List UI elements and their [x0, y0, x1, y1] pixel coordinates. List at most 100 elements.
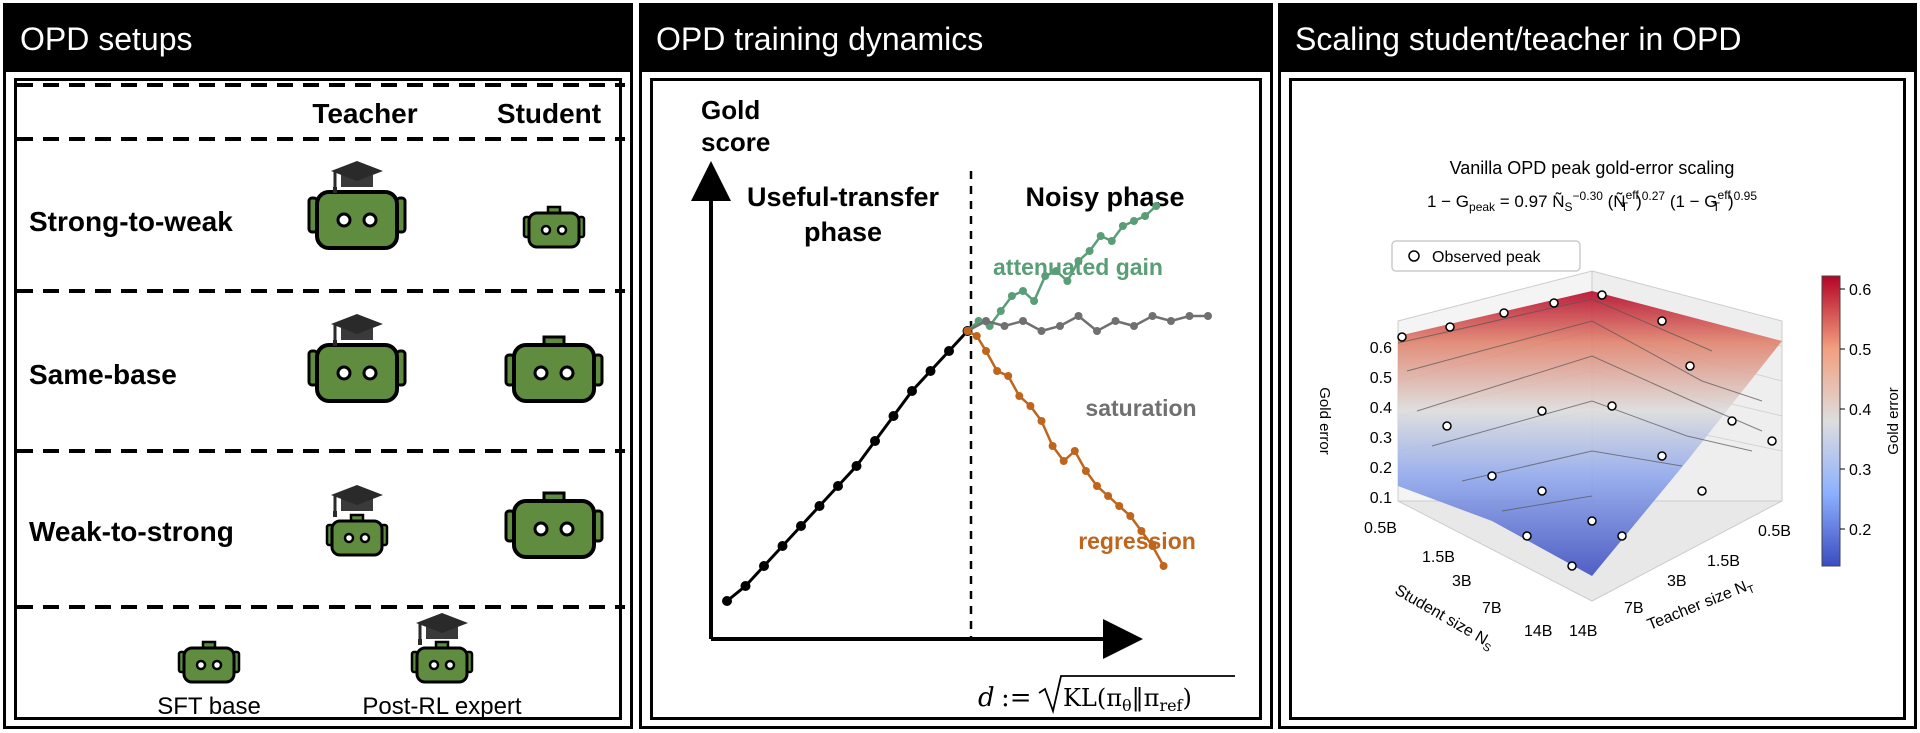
z-axis-label: Gold error — [1316, 387, 1333, 455]
plot-title: Vanilla OPD peak gold-error scaling — [1450, 158, 1735, 178]
x-axis-label-op: := — [1001, 683, 1032, 713]
dynamics-chart: Gold score Useful-transfer phase Noisy p… — [691, 95, 1235, 715]
series-regression-point — [982, 347, 990, 355]
series-attenuated-gain-point — [1030, 297, 1039, 305]
series-attenuated-gain-point — [1096, 232, 1105, 240]
panel-title-dynamics: OPD training dynamics — [642, 6, 1270, 72]
series-main-transfer-point — [851, 461, 862, 471]
series-attenuated-gain-point — [996, 307, 1005, 315]
series-regression-point — [1126, 512, 1135, 520]
robot-sft-base-icon — [177, 640, 241, 684]
colorbar-label: Gold error — [1885, 387, 1902, 455]
series-regression-point — [1159, 562, 1168, 570]
svg-text:0.2: 0.2 — [1849, 522, 1871, 539]
sqrt-icon — [1038, 675, 1235, 715]
series-regression-point — [1037, 417, 1046, 425]
series-saturation-point — [1167, 317, 1175, 325]
panel-title-scaling: Scaling student/teacher in OPD — [1281, 6, 1914, 72]
series-saturation-point — [1037, 327, 1046, 335]
student-axis-label: Student size NS — [1390, 582, 1496, 655]
x-axis-label-d: d — [978, 683, 995, 713]
series-regression-point — [972, 332, 981, 340]
row-label-strong-to-weak: Strong-to-weak — [29, 206, 233, 237]
legend-box — [1391, 240, 1581, 272]
svg-text:0.6: 0.6 — [1849, 282, 1871, 299]
svg-text:0.5B: 0.5B — [1758, 523, 1791, 540]
series-regression-point — [1115, 502, 1124, 510]
y-axis-label-line1: Gold — [701, 95, 760, 125]
row-label-weak-to-strong: Weak-to-strong — [29, 516, 234, 547]
series-attenuated-gain-point — [1007, 292, 1016, 300]
panel-training-dynamics: OPD training dynamics Gold score Useful-… — [639, 3, 1273, 729]
student-axis-ticks: 0.5B 1.5B 3B 7B 14B — [1364, 520, 1552, 640]
label-saturation: saturation — [1085, 395, 1196, 421]
series-regression-point — [1070, 447, 1079, 455]
series-saturation-point — [1111, 317, 1120, 325]
robot-student-large-icon — [504, 491, 604, 559]
series-regression-point — [1004, 372, 1013, 380]
phase-label-useful-transfer-2: phase — [804, 217, 882, 247]
series-main-transfer-point — [907, 386, 917, 396]
series-regression-point — [993, 367, 1002, 375]
svg-text:0.4: 0.4 — [1849, 402, 1871, 419]
series-saturation-point — [1074, 312, 1083, 320]
series-regression-point — [1137, 527, 1146, 535]
series-main-transfer-point — [814, 501, 825, 511]
legend-observed-peak: Observed peak — [1432, 249, 1542, 266]
series-saturation-point — [1185, 312, 1194, 320]
y-axis-label-line2: score — [701, 127, 770, 157]
z-axis-ticks: 0.6 0.5 0.4 0.3 0.2 0.1 — [1370, 340, 1392, 507]
series-main-transfer-point — [888, 411, 899, 421]
surface-contours — [1397, 298, 1763, 512]
svg-text:0.5: 0.5 — [1370, 370, 1392, 387]
series-attenuated-gain-point — [1019, 287, 1027, 295]
svg-text:0.2: 0.2 — [1370, 460, 1392, 477]
series-saturation-point — [1148, 312, 1157, 320]
series-attenuated-gain-point — [1063, 277, 1072, 285]
panel-opd-setups: OPD setups — [3, 3, 633, 729]
svg-text:14B: 14B — [1524, 623, 1552, 640]
robot-student-large-icon — [504, 335, 604, 403]
robot-teacher-large-icon — [307, 343, 407, 403]
panel-title-setups: OPD setups — [6, 6, 630, 72]
header-teacher: Teacher — [312, 98, 417, 129]
series-regression-point — [963, 327, 972, 335]
svg-text:3B: 3B — [1452, 573, 1472, 590]
svg-text:7B: 7B — [1482, 600, 1502, 617]
observed-peak-markers — [1397, 290, 1777, 571]
series-attenuated-gain-point — [1152, 202, 1161, 210]
colorbar-ticks: 0.6 0.5 0.4 0.3 0.2 — [1840, 282, 1871, 539]
svg-text:3B: 3B — [1667, 573, 1687, 590]
series-main-transfer-point — [870, 436, 880, 446]
svg-text:0.5B: 0.5B — [1364, 520, 1397, 537]
graduation-cap-icon — [329, 312, 385, 348]
dynamics-plot-frame: Gold score Useful-transfer phase Noisy p… — [650, 78, 1262, 720]
series-regression-point — [1015, 392, 1024, 400]
legend-post-rl-expert: Post-RL expert — [362, 693, 522, 720]
series-regression-point — [1059, 457, 1068, 465]
scaling-equation: 1 − Gpeak = 0.97 ÑS−0.30 (Ñeff T)0.27 (1 … — [1427, 188, 1757, 214]
label-regression: regression — [1078, 528, 1196, 554]
series-regression-point — [1026, 402, 1035, 410]
series-saturation-point — [1130, 322, 1138, 330]
series-regression-point — [1148, 542, 1157, 550]
robot-teacher-small-icon — [325, 513, 389, 557]
robot-teacher-large-icon — [307, 190, 407, 250]
svg-text:7B: 7B — [1624, 600, 1644, 617]
series-saturation-point — [982, 317, 990, 325]
phase-label-noisy: Noisy phase — [1025, 182, 1184, 212]
svg-text:0.5: 0.5 — [1849, 342, 1871, 359]
series-main-transfer-point — [925, 366, 936, 376]
setups-svg: Teacher Student Strong-to-weak Same-base… — [17, 83, 625, 720]
graduation-cap-icon — [414, 611, 470, 647]
row-label-same-base: Same-base — [29, 359, 177, 390]
series-saturation-point — [1056, 322, 1064, 330]
series-attenuated-gain-point — [1074, 257, 1083, 265]
series-saturation-point — [1019, 317, 1027, 325]
series-attenuated-gain-point — [1052, 267, 1061, 275]
scaling-3d-chart: Vanilla OPD peak gold-error scaling 1 − … — [1316, 158, 1902, 655]
panel-scaling: Scaling student/teacher in OPD — [1278, 3, 1917, 729]
series-main-transfer-point — [833, 481, 843, 491]
graduation-cap-icon — [329, 483, 385, 519]
svg-text:1.5B: 1.5B — [1422, 549, 1455, 566]
